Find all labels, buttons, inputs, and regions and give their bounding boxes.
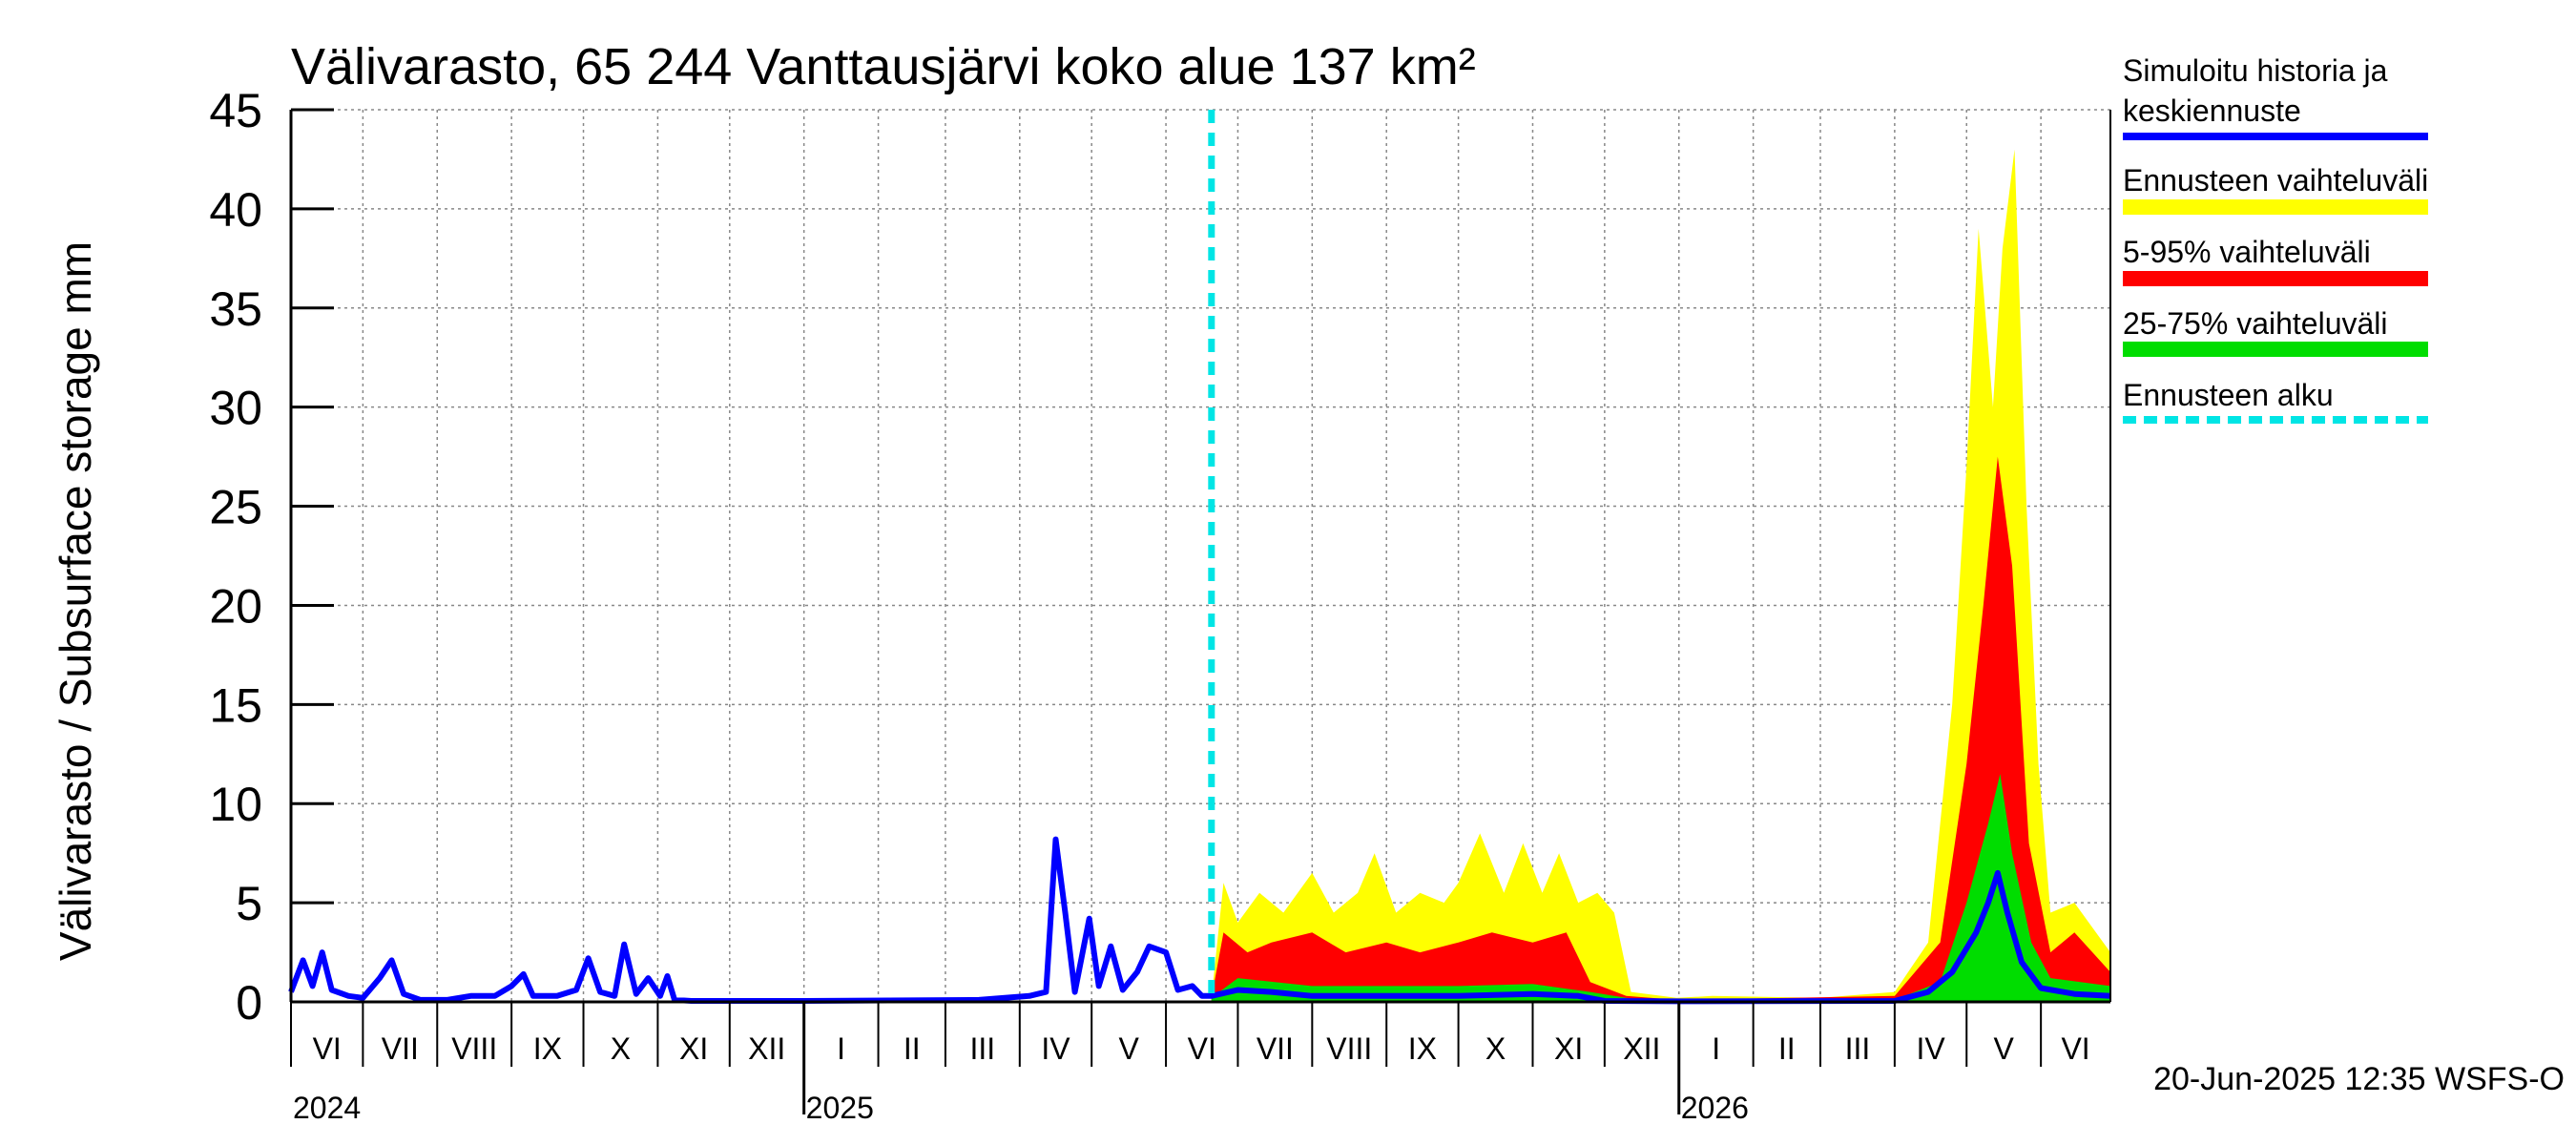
x-tick-label: VIII (1326, 1031, 1372, 1066)
footer-timestamp: 20-Jun-2025 12:35 WSFS-O (2153, 1061, 2565, 1097)
legend-label: Ennusteen vaihteluväli (2123, 163, 2428, 198)
series-line-mean (288, 836, 2111, 1005)
x-tick-label: XII (748, 1031, 785, 1066)
x-year-label: 2025 (806, 1091, 874, 1125)
y-tick-label: 35 (209, 282, 262, 336)
chart-title: Välivarasto, 65 244 Vanttausjärvi koko a… (291, 38, 1476, 95)
y-tick-label: 40 (209, 183, 262, 237)
y-tick-label: 0 (236, 976, 262, 1030)
x-tick-label: X (611, 1031, 631, 1066)
x-tick-label: V (1994, 1031, 2015, 1066)
legend-label: 25-75% vaihteluväli (2123, 306, 2388, 341)
y-axis-label: Välivarasto / Subsurface storage mm (51, 241, 100, 961)
x-tick-label: IX (1408, 1031, 1437, 1066)
x-tick-label: I (837, 1031, 845, 1066)
legend: Simuloitu historia ja keskiennuste Ennuste… (2123, 53, 2428, 424)
y-tick-label: 15 (209, 678, 262, 732)
legend-label: Ennusteen alku (2123, 378, 2334, 412)
legend-label: keskiennuste (2123, 94, 2301, 128)
x-tick-label: II (1778, 1031, 1796, 1066)
y-tick-label: 20 (209, 579, 262, 633)
x-tick-label: II (904, 1031, 921, 1066)
x-tick-label: XI (679, 1031, 708, 1066)
legend-label: Simuloitu historia ja (2123, 53, 2388, 88)
y-tick-label: 25 (209, 481, 262, 534)
x-tick-label: III (1845, 1031, 1871, 1066)
x-tick-label: IV (1916, 1031, 1945, 1066)
y-tick-label: 10 (209, 778, 262, 831)
y-tick-label: 30 (209, 382, 262, 435)
x-tick-label: VI (2061, 1031, 2089, 1066)
band-25-75-vaihteluv-li (1211, 774, 2110, 1002)
x-tick-label: IV (1041, 1031, 1070, 1066)
x-tick-label: XII (1623, 1031, 1660, 1066)
y-tick-label: 5 (236, 877, 262, 930)
x-tick-label: VIII (451, 1031, 497, 1066)
x-tick-label: X (1485, 1031, 1506, 1066)
x-tick-label: XI (1554, 1031, 1583, 1066)
x-tick-label: I (1712, 1031, 1720, 1066)
x-tick-label: III (970, 1031, 996, 1066)
legend-label: 5-95% vaihteluväli (2123, 235, 2371, 269)
x-tick-label: VI (1188, 1031, 1216, 1066)
x-tick-label: VII (382, 1031, 419, 1066)
x-tick-label: IX (533, 1031, 562, 1066)
y-tick-label: 45 (209, 84, 262, 137)
x-tick-label: VII (1257, 1031, 1294, 1066)
x-tick-label: V (1118, 1031, 1139, 1066)
x-tick-label: VI (313, 1031, 342, 1066)
x-year-label: 2026 (1681, 1091, 1749, 1125)
x-year-label: 2024 (293, 1091, 361, 1125)
plot-area (288, 109, 2111, 1005)
